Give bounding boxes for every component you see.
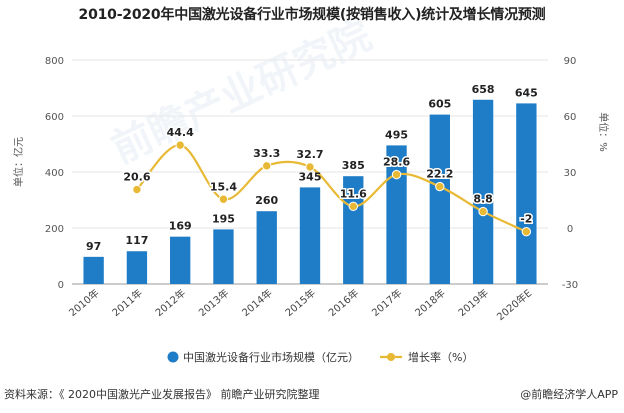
x-tick-label: 2019年 xyxy=(456,286,492,319)
x-tick-label: 2016年 xyxy=(326,286,362,319)
growth-value-label: 15.4 xyxy=(210,180,237,193)
growth-point xyxy=(175,140,185,150)
legend-bar-label: 中国激光设备行业市场规模（亿元） xyxy=(183,350,359,364)
left-tick-label: 600 xyxy=(45,112,64,123)
bar xyxy=(299,187,321,284)
bar xyxy=(126,251,148,284)
bar xyxy=(472,99,494,284)
bar-value-label: 495 xyxy=(385,128,408,141)
bar-value-label: 345 xyxy=(299,170,322,183)
bar-value-label: 97 xyxy=(86,240,101,253)
bar-value-label: 605 xyxy=(428,98,451,111)
left-axis-title: 单位：亿元 xyxy=(12,137,25,187)
growth-line xyxy=(132,140,532,237)
growth-value-label: 22.2 xyxy=(426,168,453,181)
x-tick-label: 2017年 xyxy=(369,286,405,319)
growth-value-label: 20.6 xyxy=(123,171,150,184)
legend-line-marker xyxy=(387,353,395,361)
bar xyxy=(343,176,364,284)
bars xyxy=(83,99,537,285)
right-tick-label: 60 xyxy=(564,112,577,123)
growth-value-label: 44.4 xyxy=(167,126,194,139)
growth-point xyxy=(348,201,358,212)
bar-value-label: 260 xyxy=(255,194,278,207)
left-tick-label: 0 xyxy=(58,280,64,291)
x-tick-label: 2011年 xyxy=(109,286,145,319)
growth-point xyxy=(132,184,142,195)
bar-value-label: 117 xyxy=(125,234,148,247)
footer-source: 资料来源：《 2020中国激光产业发展报告》 前瞻产业研究院整理 xyxy=(4,388,320,401)
x-tick-label: 2012年 xyxy=(153,286,189,319)
x-tick-label: 2018年 xyxy=(412,286,448,319)
bar xyxy=(516,103,537,285)
left-tick-label: 400 xyxy=(45,168,64,179)
right-axis-title: 单位：% xyxy=(597,112,610,152)
bar-value-label: 195 xyxy=(212,212,235,225)
bar xyxy=(429,114,450,284)
right-tick-label: 30 xyxy=(564,168,577,179)
growth-point xyxy=(435,181,445,192)
right-tick-label: 90 xyxy=(564,56,577,67)
bar-value-label: 385 xyxy=(342,159,365,172)
growth-point xyxy=(218,194,229,204)
bar xyxy=(170,236,191,284)
chart-title: 2010-2020年中国激光设备行业市场规模(按销售收入)统计及增长情况预测 xyxy=(78,7,546,23)
legend-bar-marker xyxy=(167,351,179,363)
right-tick-label: -30 xyxy=(562,280,578,291)
bar xyxy=(386,145,407,284)
growth-point xyxy=(478,206,488,217)
growth-point xyxy=(521,227,532,237)
bar xyxy=(83,256,104,284)
right-tick-label: 0 xyxy=(567,224,573,235)
growth-value-label: 8.8 xyxy=(473,193,493,206)
footer-brand: @前瞻经济学人APP xyxy=(520,388,618,401)
growth-value-label: 28.6 xyxy=(383,156,410,169)
growth-point xyxy=(262,161,272,171)
left-tick-label: 800 xyxy=(45,56,64,67)
legend-line-label: 增长率（%） xyxy=(408,350,473,364)
left-tick-label: 200 xyxy=(45,224,64,235)
growth-point xyxy=(391,169,402,180)
bar xyxy=(213,229,234,284)
x-tick-label: 2015年 xyxy=(282,286,318,319)
growth-point xyxy=(305,162,315,172)
growth-value-label: -2 xyxy=(520,213,532,226)
data-labels: 97 117 169 195 260 345 385 495 605 658 645 20.6 44.4… xyxy=(86,83,538,253)
x-tick-label: 2020年E xyxy=(494,286,534,323)
x-tick-label: 2013年 xyxy=(196,286,232,319)
bar xyxy=(256,211,277,284)
x-tick-label: 2014年 xyxy=(239,286,275,319)
growth-value-label: 11.6 xyxy=(340,187,367,200)
growth-value-label: 32.7 xyxy=(296,148,323,161)
x-tick-label: 2010年 xyxy=(66,286,102,319)
growth-line-path xyxy=(136,144,527,233)
bar-value-label: 645 xyxy=(515,86,538,99)
growth-value-label: 33.3 xyxy=(253,147,280,160)
bar-value-label: 169 xyxy=(169,220,192,233)
legend: 中国激光设备行业市场规模（亿元） 增长率（%） xyxy=(167,350,473,364)
bar-value-label: 658 xyxy=(472,83,495,96)
